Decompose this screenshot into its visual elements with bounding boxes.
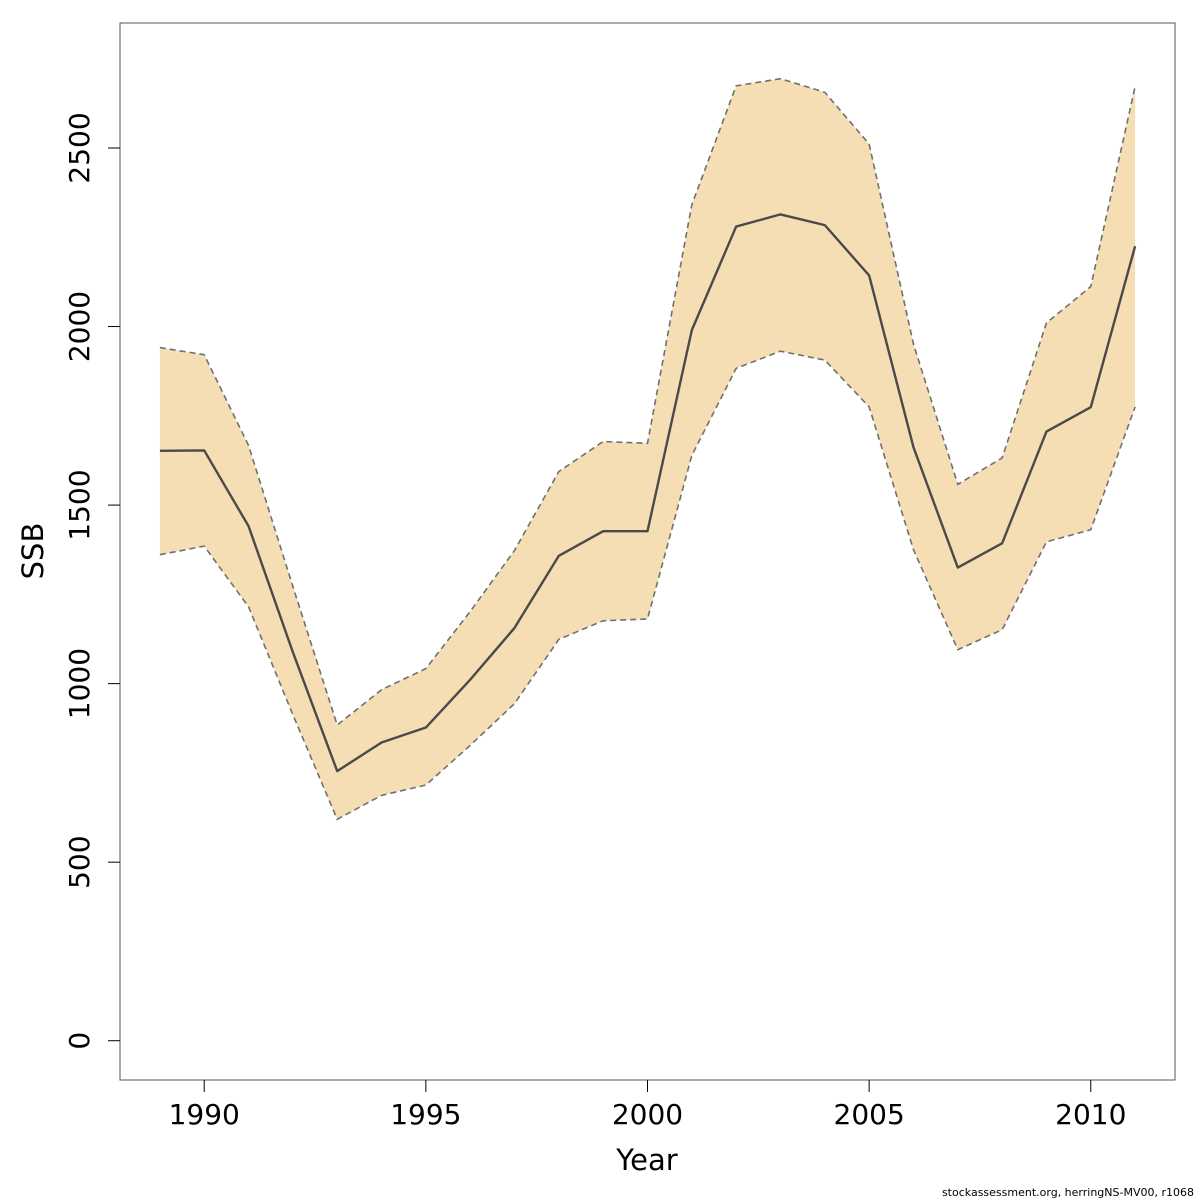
confidence-band <box>159 78 1136 820</box>
x-tick-label: 2000 <box>612 1098 683 1131</box>
y-tick-label: 500 <box>63 835 96 888</box>
x-tick-label: 1995 <box>390 1098 461 1131</box>
x-tick-label: 2010 <box>1055 1098 1126 1131</box>
y-axis-title: SSB <box>16 523 50 580</box>
lower-bound-line <box>159 350 1136 821</box>
y-axis: 0 500 1000 1500 2000 2500 <box>63 112 120 1050</box>
y-tick-label: 2500 <box>63 112 96 183</box>
y-tick-label: 1500 <box>63 469 96 540</box>
upper-bound-line <box>159 77 1136 727</box>
credit-text: stockassessment.org, herringNS-MV00, r10… <box>942 1186 1194 1199</box>
y-tick-label: 0 <box>63 1032 96 1050</box>
x-tick-label: 1990 <box>169 1098 240 1131</box>
ssb-estimate-line <box>159 213 1137 773</box>
estimate-line-layer <box>159 213 1137 773</box>
y-tick-label: 2000 <box>63 291 96 362</box>
confidence-band-layer <box>159 77 1136 821</box>
x-axis: 1990 1995 2000 2005 2010 <box>169 1080 1126 1131</box>
y-tick-label: 1000 <box>63 648 96 719</box>
x-tick-label: 2005 <box>834 1098 905 1131</box>
x-axis-title: Year <box>615 1143 677 1177</box>
